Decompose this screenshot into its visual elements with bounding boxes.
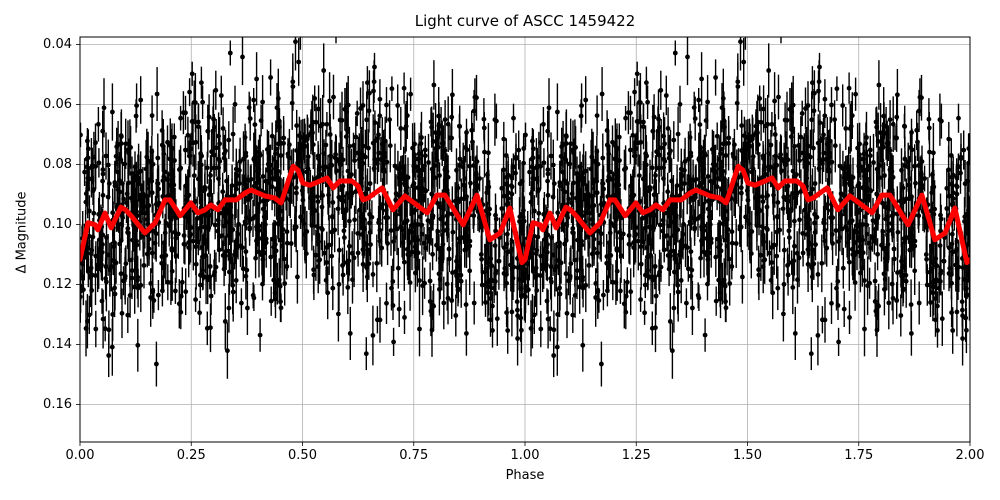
chart-title: Light curve of ASCC 1459422 bbox=[414, 12, 636, 30]
trend-line bbox=[80, 163, 970, 266]
y-tick-label: 0.14 bbox=[43, 336, 72, 352]
y-tick-label: 0.16 bbox=[43, 396, 72, 412]
y-tick-label: 0.08 bbox=[43, 156, 72, 172]
x-tick-label: 0.00 bbox=[65, 448, 95, 463]
x-tick-label: 2.00 bbox=[955, 448, 985, 463]
y-tick-label: 0.04 bbox=[43, 36, 72, 52]
x-tick-label: 0.25 bbox=[176, 448, 206, 463]
y-tick-label: 0.06 bbox=[43, 96, 72, 112]
y-tick-label: 0.10 bbox=[43, 216, 72, 232]
data-points bbox=[80, 37, 970, 387]
x-tick-label: 0.75 bbox=[399, 448, 429, 463]
y-tick-label: 0.12 bbox=[43, 276, 72, 292]
x-tick-label: 1.00 bbox=[510, 448, 540, 463]
tick-marks bbox=[76, 44, 971, 446]
x-tick-label: 0.50 bbox=[288, 448, 317, 463]
x-tick-label: 1.25 bbox=[621, 448, 651, 463]
x-tick-label: 1.75 bbox=[844, 448, 874, 463]
x-axis-label: Phase bbox=[505, 468, 545, 483]
x-tick-label: 1.50 bbox=[733, 448, 762, 463]
